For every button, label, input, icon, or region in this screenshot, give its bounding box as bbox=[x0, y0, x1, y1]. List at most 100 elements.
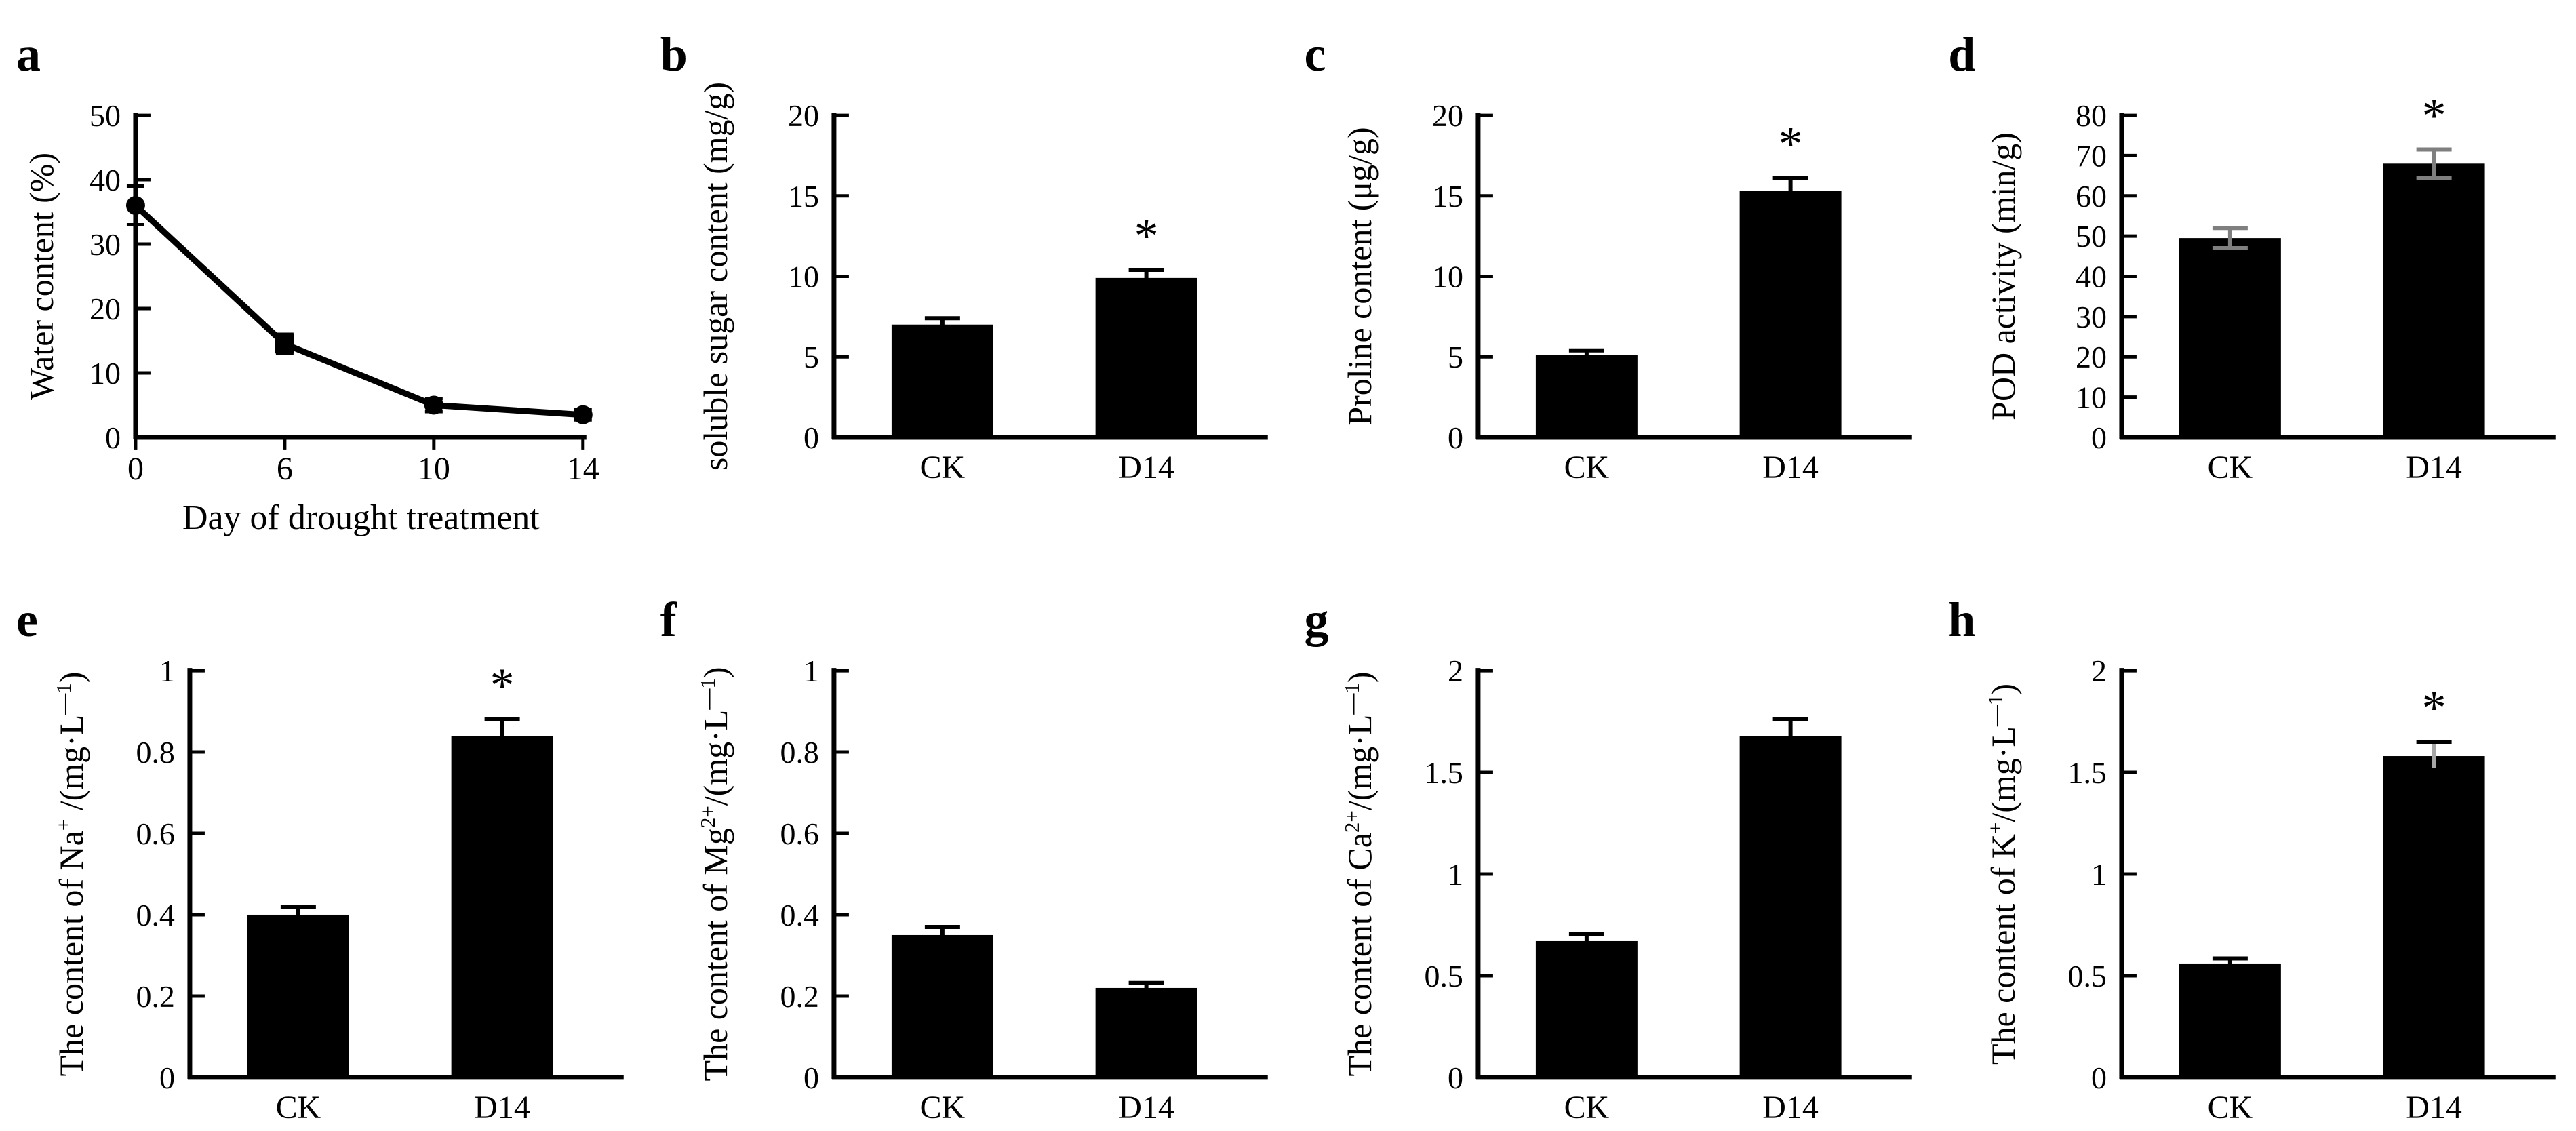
svg-text:D14: D14 bbox=[474, 1090, 530, 1126]
svg-text:The content of Ca2+/(mg·L—1): The content of Ca2+/(mg·L—1) bbox=[1339, 671, 1378, 1076]
panel-h: h 0 0.5 1 1.5 2 The content of K+/(mg·L—1) CK *… bbox=[1932, 566, 2576, 1131]
svg-text:0.2: 0.2 bbox=[780, 979, 818, 1014]
svg-text:0.8: 0.8 bbox=[780, 735, 818, 770]
svg-text:CK: CK bbox=[1564, 1090, 1609, 1126]
svg-text:1: 1 bbox=[804, 654, 819, 688]
svg-text:2: 2 bbox=[2091, 654, 2107, 688]
svg-text:0: 0 bbox=[159, 1060, 175, 1095]
panel-letter-b: b bbox=[660, 27, 688, 81]
svg-text:50: 50 bbox=[2076, 219, 2107, 254]
svg-text:0: 0 bbox=[127, 451, 144, 487]
svg-text:CK: CK bbox=[1564, 450, 1609, 485]
svg-text:*: * bbox=[2422, 681, 2446, 735]
svg-text:CK: CK bbox=[919, 450, 965, 485]
svg-text:D14: D14 bbox=[1762, 1090, 1819, 1126]
svg-text:0: 0 bbox=[2091, 420, 2107, 455]
svg-text:60: 60 bbox=[2076, 179, 2107, 214]
panel-letter-f: f bbox=[660, 593, 677, 647]
svg-text:10: 10 bbox=[418, 451, 450, 487]
svg-text:soluble sugar content (mg/g): soluble sugar content (mg/g) bbox=[696, 82, 734, 471]
svg-text:20: 20 bbox=[2076, 340, 2107, 374]
svg-text:D14: D14 bbox=[1118, 450, 1174, 485]
svg-text:0.5: 0.5 bbox=[2068, 959, 2107, 993]
svg-text:The content of K+/(mg·L—1): The content of K+/(mg·L—1) bbox=[1983, 683, 2022, 1065]
panel-e: e 0 0.2 0.4 0.6 0.8 1 The content of Na+ /(mg·… bbox=[0, 566, 644, 1131]
svg-text:40: 40 bbox=[2076, 259, 2107, 294]
panel-b-chart: 0 5 10 15 20 soluble sugar content (mg/g) CK * D… bbox=[696, 82, 1268, 485]
svg-text:20: 20 bbox=[1431, 98, 1463, 133]
svg-text:20: 20 bbox=[788, 98, 819, 133]
svg-text:0.8: 0.8 bbox=[136, 735, 174, 770]
svg-text:D14: D14 bbox=[2406, 1090, 2463, 1126]
svg-text:14: 14 bbox=[567, 451, 599, 487]
panel-letter-g: g bbox=[1304, 593, 1329, 647]
svg-text:1: 1 bbox=[1447, 857, 1463, 892]
svg-text:0: 0 bbox=[1447, 420, 1463, 455]
svg-text:0: 0 bbox=[105, 420, 121, 455]
svg-text:10: 10 bbox=[90, 356, 121, 391]
svg-text:0.5: 0.5 bbox=[1424, 959, 1463, 993]
panel-e-chart: 0 0.2 0.4 0.6 0.8 1 The content of Na+ /(mg·L—… bbox=[52, 654, 624, 1126]
panel-d-chart: 0 10 20 30 40 50 60 70 80 POD activity (min/g) CK *… bbox=[1984, 89, 2556, 485]
svg-text:70: 70 bbox=[2076, 138, 2107, 173]
svg-text:10: 10 bbox=[1431, 259, 1463, 294]
panel-c-chart: 0 5 10 15 20 Proline content (μg/g) CK * D14 bbox=[1340, 98, 1912, 485]
svg-text:D14: D14 bbox=[1762, 450, 1819, 485]
svg-text:1.5: 1.5 bbox=[2068, 755, 2107, 790]
svg-text:1: 1 bbox=[159, 654, 175, 688]
panel-letter-a: a bbox=[16, 27, 41, 81]
svg-text:2: 2 bbox=[1447, 654, 1463, 688]
svg-text:1.5: 1.5 bbox=[1424, 755, 1463, 790]
svg-text:15: 15 bbox=[1431, 179, 1463, 214]
svg-text:Day of drought treatment: Day of drought treatment bbox=[182, 498, 540, 537]
panel-b: b 0 5 10 15 20 soluble sugar content (mg/g) CK… bbox=[644, 0, 1288, 566]
svg-text:0.4: 0.4 bbox=[780, 898, 818, 932]
svg-text:30: 30 bbox=[2076, 300, 2107, 334]
svg-text:The content of Na+ /(mg·L—1): The content of Na+ /(mg·L—1) bbox=[52, 672, 90, 1077]
svg-text:Proline content (μg/g): Proline content (μg/g) bbox=[1340, 127, 1378, 425]
svg-text:CK: CK bbox=[276, 1090, 321, 1126]
svg-text:*: * bbox=[1778, 117, 1802, 172]
svg-text:5: 5 bbox=[1447, 340, 1463, 374]
svg-text:40: 40 bbox=[90, 163, 121, 197]
svg-text:0: 0 bbox=[804, 420, 819, 455]
svg-text:10: 10 bbox=[788, 259, 819, 294]
svg-text:CK: CK bbox=[2208, 1090, 2253, 1126]
panel-letter-d: d bbox=[1948, 27, 1976, 81]
svg-text:*: * bbox=[490, 658, 515, 713]
panel-f-chart: 0 0.2 0.4 0.6 0.8 1 The content of Mg2+/(mg·L—… bbox=[696, 654, 1268, 1126]
svg-text:30: 30 bbox=[90, 227, 121, 262]
panel-g-chart: 0 0.5 1 1.5 2 The content of Ca2+/(mg·L—1) CK D… bbox=[1339, 654, 1912, 1126]
panel-f: f 0 0.2 0.4 0.6 0.8 1 The content of Mg2+/(mg·… bbox=[644, 566, 1288, 1131]
svg-text:5: 5 bbox=[804, 340, 819, 374]
panel-letter-c: c bbox=[1304, 27, 1326, 81]
panel-d: d 0 10 20 30 40 50 60 70 80 POD activity (min/g) C… bbox=[1932, 0, 2576, 566]
svg-text:D14: D14 bbox=[1118, 1090, 1174, 1126]
svg-text:1: 1 bbox=[2091, 857, 2107, 892]
svg-text:CK: CK bbox=[919, 1090, 965, 1126]
svg-text:Water content (%): Water content (%) bbox=[22, 153, 60, 400]
svg-text:0.6: 0.6 bbox=[136, 816, 174, 851]
svg-text:80: 80 bbox=[2076, 98, 2107, 133]
svg-text:0: 0 bbox=[1447, 1060, 1463, 1095]
svg-text:The content of Mg2+/(mg·L—1): The content of Mg2+/(mg·L—1) bbox=[696, 667, 734, 1082]
svg-text:0.2: 0.2 bbox=[136, 979, 174, 1014]
svg-text:0: 0 bbox=[2091, 1060, 2107, 1095]
panel-g: g 0 0.5 1 1.5 2 The content of Ca2+/(mg·L—1) C… bbox=[1288, 566, 1933, 1131]
svg-text:POD activity (min/g): POD activity (min/g) bbox=[1984, 132, 2022, 420]
svg-text:0.4: 0.4 bbox=[136, 898, 174, 932]
svg-text:15: 15 bbox=[788, 179, 819, 214]
svg-text:CK: CK bbox=[2208, 450, 2253, 485]
svg-text:0: 0 bbox=[804, 1060, 819, 1095]
panel-letter-h: h bbox=[1948, 593, 1976, 647]
svg-text:50: 50 bbox=[90, 98, 121, 133]
panel-h-chart: 0 0.5 1 1.5 2 The content of K+/(mg·L—1) CK * D1… bbox=[1983, 654, 2556, 1126]
svg-text:*: * bbox=[2422, 89, 2446, 143]
svg-text:10: 10 bbox=[2076, 380, 2107, 415]
svg-text:D14: D14 bbox=[2406, 450, 2463, 485]
svg-text:20: 20 bbox=[90, 292, 121, 326]
panel-letter-e: e bbox=[16, 593, 38, 647]
svg-text:6: 6 bbox=[277, 451, 293, 487]
svg-text:*: * bbox=[1134, 209, 1158, 263]
